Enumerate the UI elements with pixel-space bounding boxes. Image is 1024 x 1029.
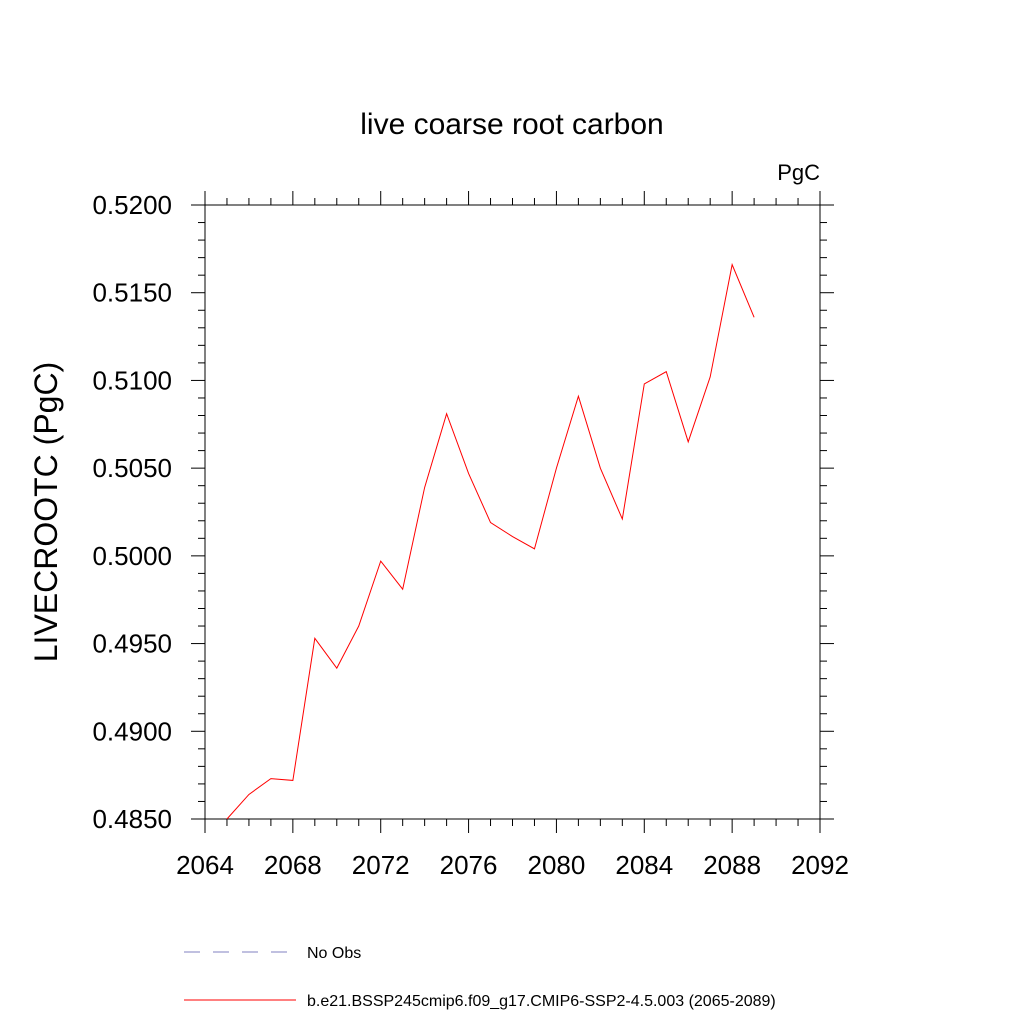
- y-tick-label: 0.4850: [92, 804, 172, 834]
- legend-label: b.e21.BSSP245cmip6.f09_g17.CMIP6-SSP2-4.…: [307, 993, 776, 1010]
- x-tick-label: 2068: [264, 850, 322, 880]
- y-tick-label: 0.5200: [92, 190, 172, 220]
- x-tick-label: 2076: [440, 850, 498, 880]
- x-tick-label: 2092: [791, 850, 849, 880]
- y-tick-label: 0.5100: [92, 365, 172, 395]
- x-tick-label: 2072: [352, 850, 410, 880]
- legend: No Obs b.e21.BSSP245cmip6.f09_g17.CMIP6-S…: [184, 945, 776, 1010]
- x-tick-label: 2088: [703, 850, 761, 880]
- y-tick-label: 0.5000: [92, 541, 172, 571]
- x-tick-label: 2064: [176, 850, 234, 880]
- y-axis-label: LIVECROOTC (PgC): [28, 362, 64, 662]
- legend-label: No Obs: [307, 945, 361, 962]
- axis-ticks: 2064 2068 2072 2076 2080 2084 2088 2092 0.4850 0.…: [92, 190, 848, 880]
- plot-frame: [204, 204, 821, 820]
- x-tick-label: 2080: [528, 850, 586, 880]
- y-tick-label: 0.5150: [92, 278, 172, 308]
- units-label: PgC: [777, 160, 820, 185]
- y-tick-label: 0.5050: [92, 453, 172, 483]
- chart-title: live coarse root carbon: [360, 108, 664, 141]
- y-tick-label: 0.4900: [92, 716, 172, 746]
- series-layer: [226, 262, 755, 820]
- y-tick-label: 0.4950: [92, 629, 172, 659]
- series-line: [226, 262, 755, 820]
- x-tick-label: 2084: [615, 850, 673, 880]
